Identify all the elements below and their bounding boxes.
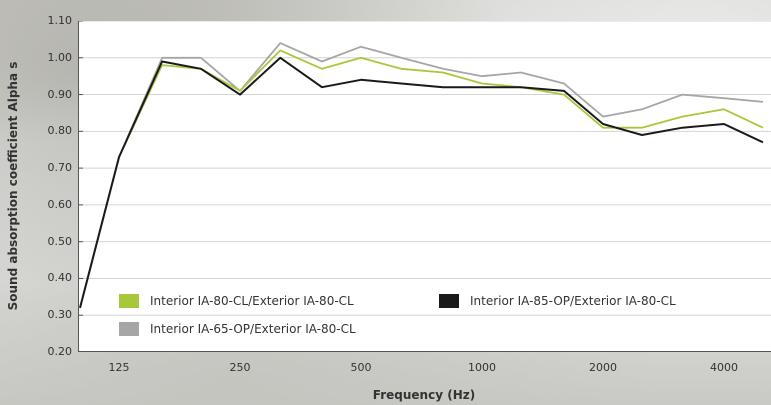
x-tick-label: 4000 [710, 361, 738, 374]
x-tick-label: 250 [229, 361, 251, 374]
y-tick-label: 0.50 [47, 234, 73, 248]
legend-label: Interior IA-85-OP/Exterior IA-80-CL [470, 294, 676, 308]
y-tick-label: 1.00 [47, 50, 73, 64]
x-axis-label: Frequency (Hz) [372, 388, 476, 402]
x-tick-label: 2000 [589, 361, 617, 374]
chart-canvas [78, 21, 771, 352]
y-tick-label: 0.60 [47, 197, 73, 211]
legend-label: Interior IA-65-OP/Exterior IA-80-CL [150, 322, 356, 336]
legend-swatch [119, 322, 139, 336]
x-tick-label: 125 [108, 361, 130, 374]
plot-area [78, 21, 771, 352]
y-tick-label: 0.80 [47, 124, 73, 138]
x-tick-label: 1000 [468, 361, 496, 374]
y-tick-label: 1.10 [47, 14, 73, 27]
series-line-0 [79, 49, 764, 309]
y-tick-label: 0.20 [47, 345, 73, 358]
x-tick-label: 500 [350, 361, 372, 374]
legend-swatch [119, 294, 139, 308]
legend-swatch [439, 294, 459, 308]
series-line-1 [79, 56, 764, 309]
series-line-2 [79, 42, 764, 309]
y-tick-label: 0.70 [47, 161, 73, 175]
y-axis-label: Sound absorption coefficient Alpha s [6, 61, 20, 311]
legend-label: Interior IA-80-CL/Exterior IA-80-CL [150, 294, 354, 308]
y-tick-label: 0.40 [47, 271, 73, 285]
y-tick-label: 0.90 [47, 87, 73, 101]
y-tick-label: 0.30 [47, 308, 73, 322]
